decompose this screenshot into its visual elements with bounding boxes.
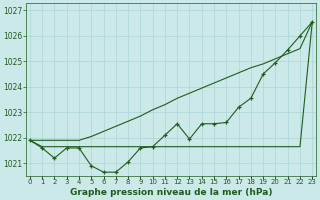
- X-axis label: Graphe pression niveau de la mer (hPa): Graphe pression niveau de la mer (hPa): [70, 188, 272, 197]
